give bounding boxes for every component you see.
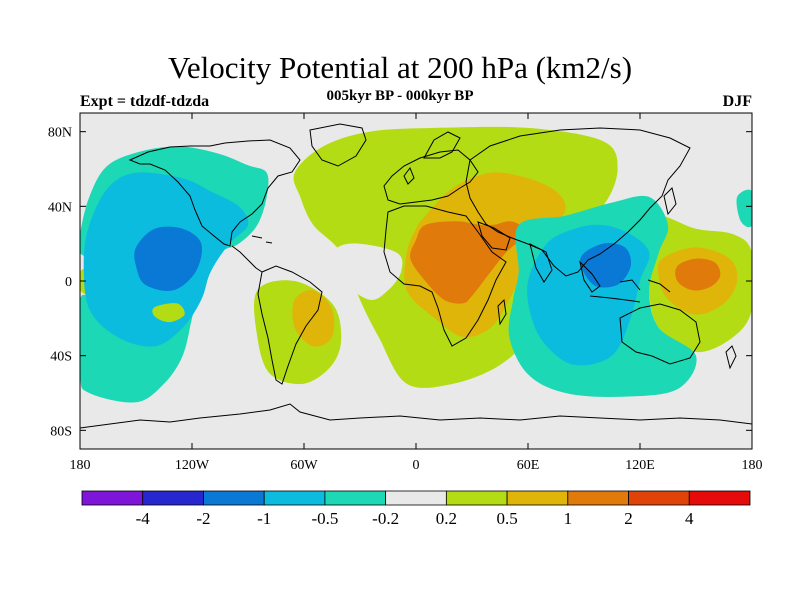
coastline-antarctica — [80, 403, 752, 429]
y-tick-label: 40S — [50, 350, 72, 365]
coastline-indonesia — [589, 279, 671, 303]
colorbar-label: -0.2 — [372, 509, 399, 528]
coastline-british-isles — [403, 166, 415, 185]
x-tick-label: 180 — [742, 458, 763, 473]
coastline-scandinavia — [423, 131, 461, 159]
coastline-north-america — [128, 139, 301, 247]
colorbar-swatch — [385, 490, 447, 506]
colorbar-label: -1 — [257, 509, 271, 528]
coastline-arabia — [477, 221, 511, 251]
coastline-madagascar — [497, 298, 507, 326]
x-tick-label: 120E — [625, 458, 655, 473]
map-subtitle: 005kyr BP - 000kyr BP — [326, 88, 474, 104]
x-tick-label: 60W — [290, 458, 318, 473]
colorbar-swatch — [324, 490, 387, 506]
y-tick-label: 80S — [50, 424, 72, 439]
colorbar-label: -4 — [136, 509, 151, 528]
colorbar-swatch — [142, 490, 204, 506]
y-tick-label: 0 — [65, 275, 72, 290]
coastline-greenland — [309, 123, 367, 167]
colorbar-label: -0.5 — [311, 509, 338, 528]
colorbar: -4 -2 -1 -0.5 -0.2 0.2 0.5 1 2 4 — [81, 490, 751, 528]
contour-region — [152, 303, 185, 323]
map-title: Velocity Potential at 200 hPa (km2/s) — [167, 50, 633, 85]
season-label: DJF — [722, 93, 752, 110]
x-tick-label: 60E — [517, 458, 540, 473]
contour-region — [736, 189, 752, 228]
contour-region — [675, 258, 721, 291]
x-tick-label: 120W — [175, 458, 210, 473]
coastline-south-america — [257, 265, 323, 385]
contour-region — [134, 226, 203, 291]
x-tick-label: 180 — [70, 458, 91, 473]
contour-fills — [80, 126, 752, 403]
colorbar-label: -2 — [196, 509, 210, 528]
axis-ticks: 180 120W 60W 0 60E 120E 180 80N 40N 0 40S 80S — [48, 113, 763, 473]
colorbar-swatch — [203, 490, 265, 506]
coastline-southeast-asia — [579, 260, 601, 293]
experiment-label: Expt = tdzdf-tdzda — [80, 93, 210, 110]
colorbar-label: 2 — [624, 509, 633, 528]
colorbar-swatch — [263, 490, 326, 506]
colorbar-swatch — [81, 490, 144, 506]
coastline-africa — [383, 205, 507, 347]
colorbar-label: 4 — [685, 509, 694, 528]
colorbar-label: 0.5 — [496, 509, 517, 528]
coastline-australia — [619, 303, 701, 365]
near-zero-region — [331, 243, 403, 300]
coastline-caribbean — [251, 235, 273, 244]
colorbar-swatch — [445, 490, 508, 506]
colorbar-swatch — [688, 490, 751, 506]
coastline-central-america — [231, 245, 263, 273]
y-tick-label: 80N — [48, 126, 72, 141]
contour-region — [410, 221, 525, 304]
coastline-japan — [663, 187, 677, 216]
coastline-new-zealand — [725, 345, 737, 370]
colorbar-label: 0.2 — [436, 509, 457, 528]
x-tick-label: 0 — [413, 458, 420, 473]
coastline-india — [529, 243, 553, 283]
colorbar-swatch — [628, 490, 690, 506]
coastline-asia — [465, 127, 691, 277]
y-tick-label: 40N — [48, 200, 72, 215]
colorbar-swatch — [567, 490, 629, 506]
colorbar-swatch — [506, 490, 569, 506]
coastline-europe — [383, 149, 479, 205]
coastlines — [80, 123, 752, 429]
colorbar-label: 1 — [564, 509, 573, 528]
contour-region — [580, 242, 632, 288]
